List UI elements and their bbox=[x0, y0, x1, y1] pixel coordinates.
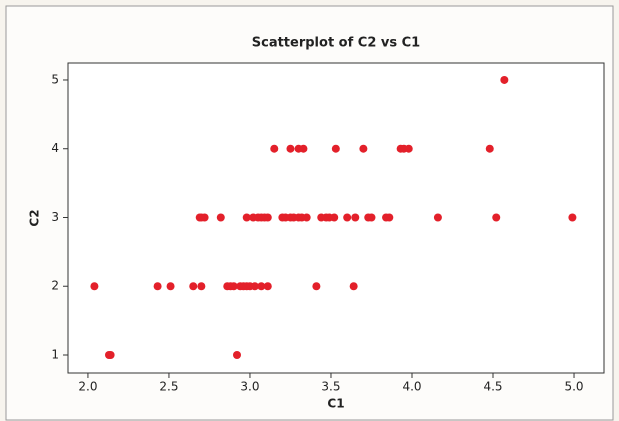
x-tick-label: 2.0 bbox=[78, 380, 97, 394]
point bbox=[90, 282, 99, 291]
point bbox=[330, 213, 339, 222]
point bbox=[299, 144, 308, 153]
point bbox=[433, 213, 442, 222]
point bbox=[263, 213, 272, 222]
point bbox=[568, 213, 577, 222]
y-tick-label: 3 bbox=[51, 210, 59, 224]
point bbox=[197, 282, 206, 291]
y-tick-label: 5 bbox=[51, 72, 59, 86]
point bbox=[242, 213, 251, 222]
point bbox=[257, 282, 266, 291]
y-tick-label: 2 bbox=[51, 279, 59, 293]
point bbox=[359, 144, 368, 153]
y-axis-label: C2 bbox=[28, 209, 42, 226]
point bbox=[189, 282, 198, 291]
point bbox=[270, 144, 279, 153]
point bbox=[343, 213, 352, 222]
x-tick-label: 2.5 bbox=[159, 380, 178, 394]
point bbox=[331, 144, 340, 153]
point bbox=[351, 213, 360, 222]
point bbox=[500, 75, 509, 84]
point bbox=[229, 282, 238, 291]
x-tick-label: 3.5 bbox=[321, 380, 340, 394]
point bbox=[492, 213, 501, 222]
x-tick-label: 4.0 bbox=[402, 380, 421, 394]
point bbox=[312, 282, 321, 291]
x-tick-label: 4.5 bbox=[483, 380, 502, 394]
point bbox=[385, 213, 394, 222]
point bbox=[166, 282, 175, 291]
point bbox=[302, 213, 311, 222]
point bbox=[232, 350, 241, 359]
y-tick-label: 1 bbox=[51, 347, 59, 361]
point bbox=[153, 282, 162, 291]
point bbox=[200, 213, 209, 222]
point bbox=[106, 350, 115, 359]
point bbox=[404, 144, 413, 153]
point bbox=[349, 282, 358, 291]
y-tick-label: 4 bbox=[51, 141, 59, 155]
x-tick-label: 3.0 bbox=[240, 380, 259, 394]
x-axis-label: C1 bbox=[327, 397, 344, 411]
point bbox=[485, 144, 494, 153]
point bbox=[286, 144, 295, 153]
point bbox=[216, 213, 225, 222]
point bbox=[250, 282, 259, 291]
point bbox=[367, 213, 376, 222]
point bbox=[263, 282, 272, 291]
chart-title: Scatterplot of C2 vs C1 bbox=[252, 36, 420, 51]
x-tick-label: 5.0 bbox=[564, 380, 583, 394]
